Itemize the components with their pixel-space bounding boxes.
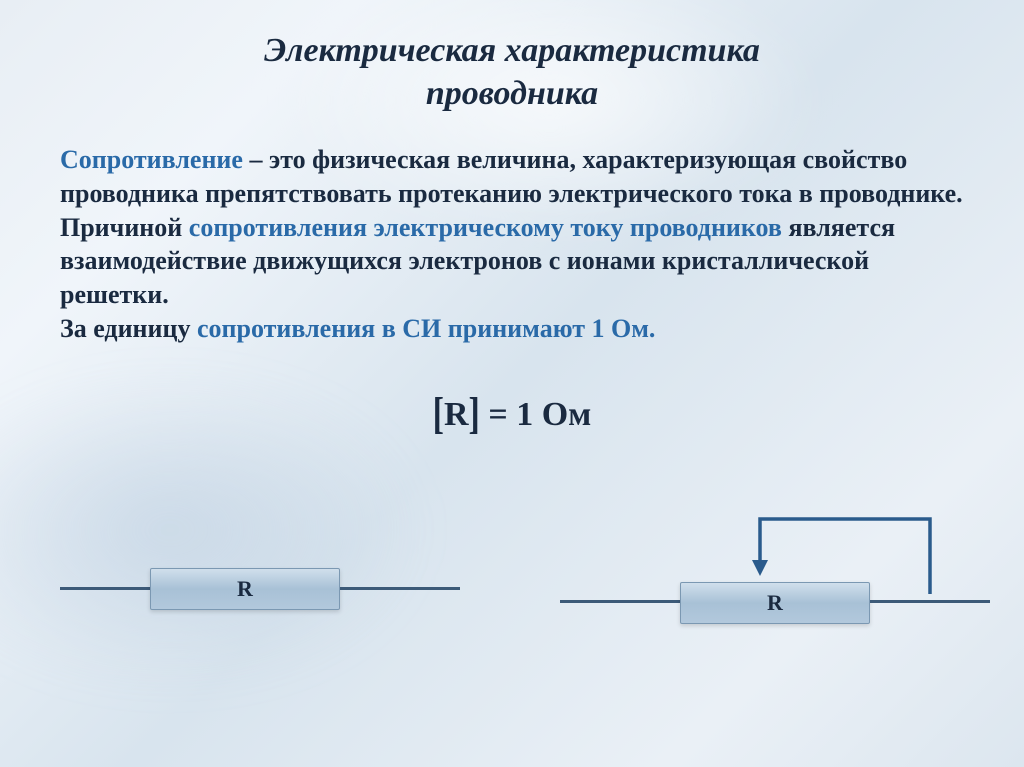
term-cause: сопротивления электрическому току провод…: [189, 213, 782, 242]
title-line-2: проводника: [426, 75, 598, 112]
resistor-variable-label: R: [767, 590, 783, 615]
right-bracket: ]: [469, 390, 480, 439]
slide: Электрическая характеристика проводника …: [0, 0, 1024, 767]
body-paragraph: Сопротивление – это физическая величина,…: [60, 143, 964, 346]
text-2a: Причиной: [60, 213, 189, 242]
term-resistance: Сопротивление: [60, 145, 243, 174]
left-bracket: [: [433, 390, 444, 439]
term-unit: сопротивления в СИ принимают 1 Ом.: [197, 314, 655, 343]
wire-right-out: [870, 600, 990, 603]
resistor-fixed-label: R: [237, 576, 253, 601]
title-line-1: Электрическая характеристика: [264, 32, 760, 69]
wire-left-in: [60, 587, 150, 590]
resistor-variable: R: [680, 582, 870, 624]
text-3a: За единицу: [60, 314, 197, 343]
slide-title: Электрическая характеристика проводника: [60, 30, 964, 115]
wire-right-in: [560, 600, 680, 603]
circuit-diagrams: R R: [60, 494, 964, 674]
wire-left-out: [340, 587, 460, 590]
formula-rhs: = 1 Ом: [480, 396, 591, 433]
formula-symbol: R: [444, 396, 469, 433]
resistor-fixed: R: [150, 568, 340, 610]
unit-formula: [R] = 1 Ом: [60, 396, 964, 434]
